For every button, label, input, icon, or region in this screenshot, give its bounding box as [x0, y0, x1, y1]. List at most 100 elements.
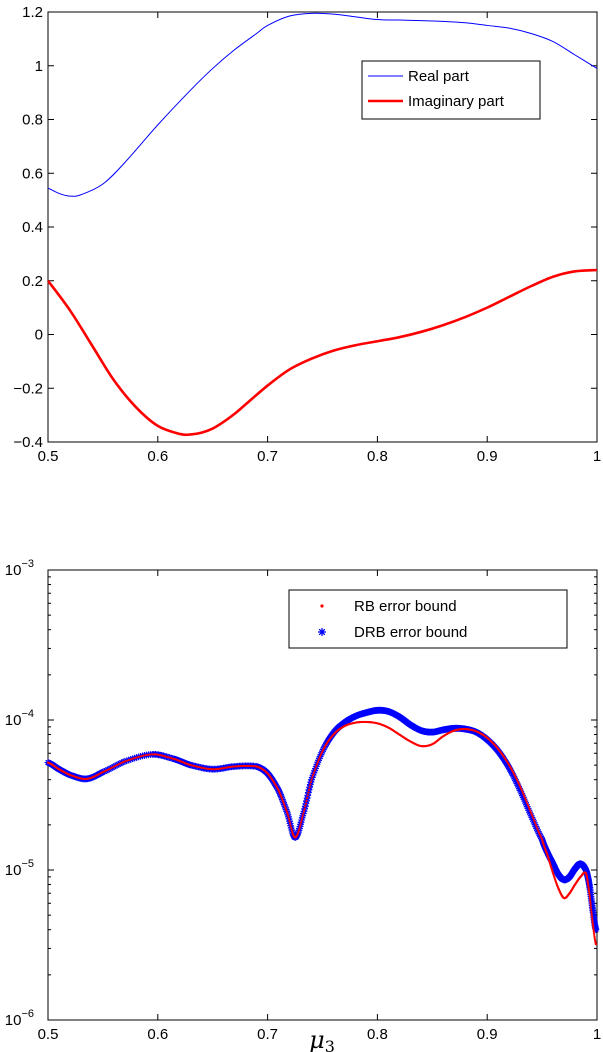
rb-point: [530, 811, 533, 815]
rb-point: [312, 771, 315, 774]
y-tick-label: 0: [35, 327, 43, 344]
rb-point: [316, 761, 319, 764]
rb-point: [590, 912, 593, 916]
rb-point: [589, 902, 592, 905]
x-tick-label: 0.5: [38, 1026, 59, 1043]
rb-point: [286, 811, 289, 815]
drb-point: [518, 790, 526, 798]
rb-point: [306, 797, 309, 800]
rb-point: [587, 886, 590, 890]
rb-point: [143, 754, 146, 757]
rb-point: [298, 825, 302, 828]
rb-point: [301, 814, 304, 817]
rb-point: [213, 768, 216, 771]
y-tick-label: 1.2: [22, 4, 43, 21]
rb-point: [247, 764, 250, 767]
rb-point: [309, 783, 312, 786]
asterisk-marker: [510, 773, 518, 781]
x-tick-label: 0.6: [147, 448, 168, 465]
rb-point: [587, 885, 590, 888]
y-tick-label: 10−5: [5, 858, 34, 879]
rb-point: [139, 755, 142, 758]
rb-point: [590, 910, 593, 913]
asterisk-marker: [520, 795, 528, 803]
rb-point: [307, 788, 311, 791]
rb-point: [291, 830, 294, 834]
rb-point: [531, 815, 534, 818]
rb-point: [299, 823, 302, 826]
rb-point: [320, 751, 323, 754]
rb-point: [289, 822, 292, 825]
drb-point: [511, 775, 519, 782]
rb-point: [137, 755, 140, 759]
rb-point: [588, 892, 591, 895]
rb-point: [526, 804, 530, 807]
rb-point: [522, 794, 526, 797]
asterisk-marker: [519, 793, 527, 801]
rb-point: [538, 833, 541, 836]
rb-point: [591, 917, 594, 920]
rb-point: [250, 764, 254, 768]
drb-point: [510, 773, 518, 781]
rb-point: [289, 824, 292, 827]
rb-point: [242, 764, 246, 768]
drb-point: [524, 805, 532, 812]
x-tick-label: 1: [593, 448, 601, 465]
drb-point: [515, 783, 522, 791]
rb-point: [131, 757, 134, 760]
legend: RB error bound DRB error bound: [288, 589, 568, 649]
asterisk-marker: [516, 786, 524, 794]
drb-point: [519, 792, 526, 799]
legend-swatch-asterisk: [318, 628, 326, 636]
legend: Real part Imaginary part: [361, 60, 541, 120]
rb-point: [528, 808, 531, 811]
rb-point: [211, 768, 214, 771]
rb-point: [281, 798, 284, 801]
rb-point: [519, 787, 523, 790]
drb-point: [516, 786, 524, 794]
rb-point: [281, 800, 285, 803]
y-tick-label: 0.8: [22, 112, 43, 129]
drb-point: [512, 776, 519, 784]
rb-point: [302, 812, 305, 815]
rb-point: [127, 758, 130, 762]
drb-point: [526, 808, 533, 816]
rb-point: [311, 776, 314, 779]
rb-point: [587, 888, 590, 891]
rb-point: [241, 764, 244, 768]
asterisk-marker: [511, 775, 519, 782]
rb-point: [319, 755, 322, 758]
rb-point: [313, 769, 316, 772]
y-tick-label: 10−6: [5, 1008, 34, 1029]
rb-point: [287, 817, 291, 821]
rb-point: [133, 757, 136, 760]
x-tick-label: 0.8: [367, 1026, 388, 1043]
rb-point: [588, 895, 591, 899]
rb-point: [309, 780, 312, 784]
rb-point: [284, 806, 287, 809]
drb-point: [592, 926, 600, 934]
rb-point: [283, 805, 286, 808]
asterisk-marker: [523, 801, 530, 809]
rb-point: [282, 801, 285, 804]
y-tick-label: 10−4: [5, 708, 34, 729]
rb-point: [317, 759, 320, 762]
rb-point: [526, 802, 529, 805]
legend-label: Real part: [408, 68, 470, 85]
drb-point: [515, 785, 523, 792]
y-tick-label: 10−3: [5, 558, 34, 579]
y-tick-label: −0.2: [13, 380, 43, 397]
rb-point: [589, 904, 592, 907]
rb-point: [524, 798, 527, 801]
rb-point: [235, 765, 238, 768]
rb-point: [537, 829, 540, 832]
rb-point: [151, 753, 154, 756]
rb-point: [520, 788, 523, 792]
rb-point: [516, 780, 519, 783]
rb-point: [246, 764, 249, 767]
legend-label: DRB error bound: [354, 624, 467, 641]
top-line-chart: 0.5 0.6 0.7 0.8 0.9 1 −0.4 −0.2 0 0.2 0.4 0.6 0.8 1 1.…: [13, 4, 601, 465]
drb-point: [509, 771, 517, 779]
y-tick-label: 0.4: [22, 219, 43, 236]
